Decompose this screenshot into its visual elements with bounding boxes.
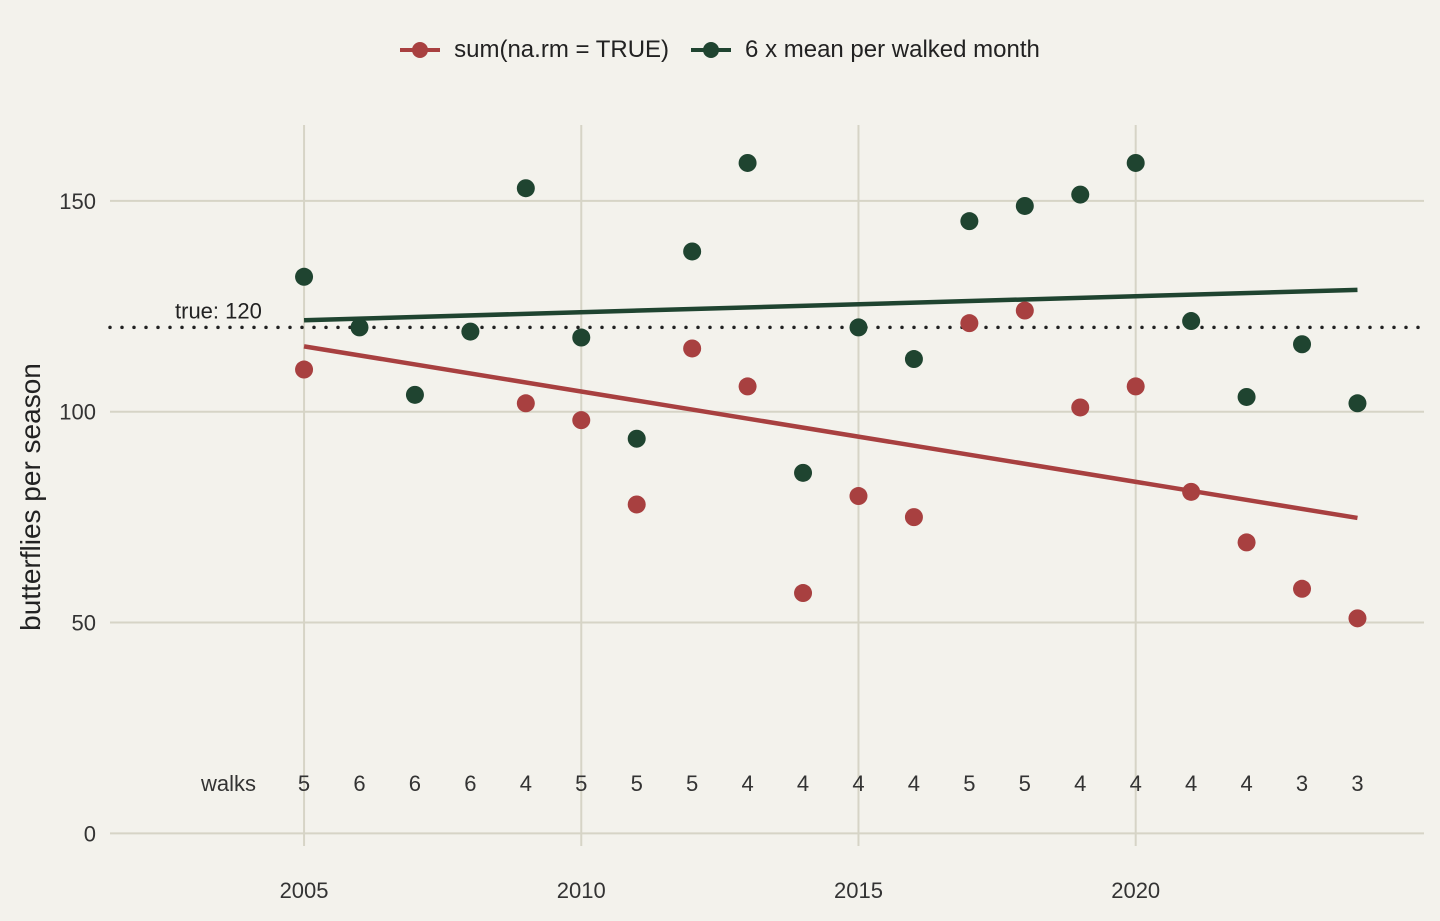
walks-count-2022: 4: [1240, 771, 1252, 796]
reference-line-label: true: 120: [175, 298, 262, 323]
walks-count-2012: 5: [686, 771, 698, 796]
legend-item-mean: 6 x mean per walked month: [691, 36, 1040, 64]
point-s1-2007: [405, 385, 424, 404]
point-s0-2012: [683, 339, 702, 358]
walks-count-2011: 5: [631, 771, 643, 796]
point-s1-2022: [1237, 387, 1256, 406]
walks-count-2020: 4: [1130, 771, 1142, 796]
point-s1-2014: [794, 463, 813, 482]
walks-count-2010: 5: [575, 771, 587, 796]
walks-count-2018: 5: [1019, 771, 1031, 796]
walks-count-2021: 4: [1185, 771, 1197, 796]
point-s0-2017: [960, 314, 979, 333]
walks-count-2017: 5: [963, 771, 975, 796]
point-s1-2021: [1182, 312, 1201, 331]
y-tick-label-150: 150: [59, 189, 96, 214]
point-s1-2016: [904, 350, 923, 369]
trend-line-1: [303, 287, 1358, 323]
point-s0-2021: [1182, 482, 1201, 501]
walks-count-2023: 3: [1296, 771, 1308, 796]
walks-count-2005: 5: [298, 771, 310, 796]
trend-lines: [303, 287, 1358, 521]
point-s1-2010: [572, 328, 591, 347]
point-s0-2011: [627, 495, 646, 514]
axis-labels: 0 50 100 150 2005 2010 2015 2020: [59, 189, 1160, 903]
walks-count-2014: 4: [797, 771, 809, 796]
y-tick-label-100: 100: [59, 400, 96, 425]
walks-count-2007: 6: [409, 771, 421, 796]
point-s1-2018: [1015, 196, 1034, 215]
point-s1-2006: [350, 318, 369, 337]
point-s1-2008: [461, 322, 480, 341]
y-axis-label: butterflies per season: [15, 363, 46, 631]
walks-row: walks 5 6 6 6 4 5 5 5 4 4 4 4 5 5 4 4 4 4 3 3: [200, 771, 1364, 796]
legend-key-mean: [691, 42, 732, 58]
walks-count-2016: 4: [908, 771, 920, 796]
legend-label-sum: sum(na.rm = TRUE): [454, 36, 670, 63]
point-s1-2015: [849, 318, 868, 337]
x-tick-label-2010: 2010: [557, 878, 606, 903]
walks-count-2015: 4: [852, 771, 864, 796]
point-s1-2017: [960, 212, 979, 231]
walks-count-2013: 4: [741, 771, 753, 796]
point-s1-2023: [1293, 335, 1312, 354]
point-s1-2012: [683, 242, 702, 261]
trend-line-0: [303, 344, 1358, 521]
x-tick-label-2020: 2020: [1111, 878, 1160, 903]
point-s0-2018: [1015, 301, 1034, 320]
walks-label: walks: [200, 771, 256, 796]
point-s1-2019: [1071, 185, 1090, 204]
point-s0-2023: [1293, 579, 1312, 598]
point-s0-2013: [738, 377, 757, 396]
point-s0-2010: [572, 411, 591, 430]
point-s1-2009: [516, 179, 535, 198]
point-s0-2005: [295, 360, 314, 379]
x-tick-label-2015: 2015: [834, 878, 883, 903]
legend-item-sum: sum(na.rm = TRUE): [400, 36, 669, 64]
x-tick-label-2005: 2005: [280, 878, 329, 903]
point-s1-2013: [738, 153, 757, 172]
walks-count-2009: 4: [520, 771, 532, 796]
walks-count-2006: 6: [353, 771, 365, 796]
walks-count-2019: 4: [1074, 771, 1086, 796]
legend-key-sum: [400, 42, 441, 58]
point-s0-2009: [516, 394, 535, 413]
y-tick-label-50: 50: [72, 611, 96, 636]
legend: sum(na.rm = TRUE) 6 x mean per walked mo…: [0, 36, 1440, 64]
reference-line-group: true: 120: [108, 298, 1426, 330]
point-s0-2024: [1348, 609, 1367, 628]
point-s0-2022: [1237, 533, 1256, 552]
walks-count-2008: 6: [464, 771, 476, 796]
point-s0-2015: [849, 487, 868, 506]
grid-lines: [110, 125, 1424, 846]
point-s1-2005: [295, 267, 314, 286]
walks-count-2024: 3: [1351, 771, 1363, 796]
legend-label-mean: 6 x mean per walked month: [745, 36, 1040, 63]
point-s1-2024: [1348, 394, 1367, 413]
point-s0-2019: [1071, 398, 1090, 417]
point-s0-2016: [904, 508, 923, 527]
point-s1-2011: [627, 429, 646, 448]
y-tick-label-0: 0: [84, 821, 96, 846]
point-s0-2020: [1126, 377, 1145, 396]
point-s1-2020: [1126, 153, 1145, 172]
data-points: [295, 153, 1367, 628]
point-s0-2014: [794, 584, 813, 603]
